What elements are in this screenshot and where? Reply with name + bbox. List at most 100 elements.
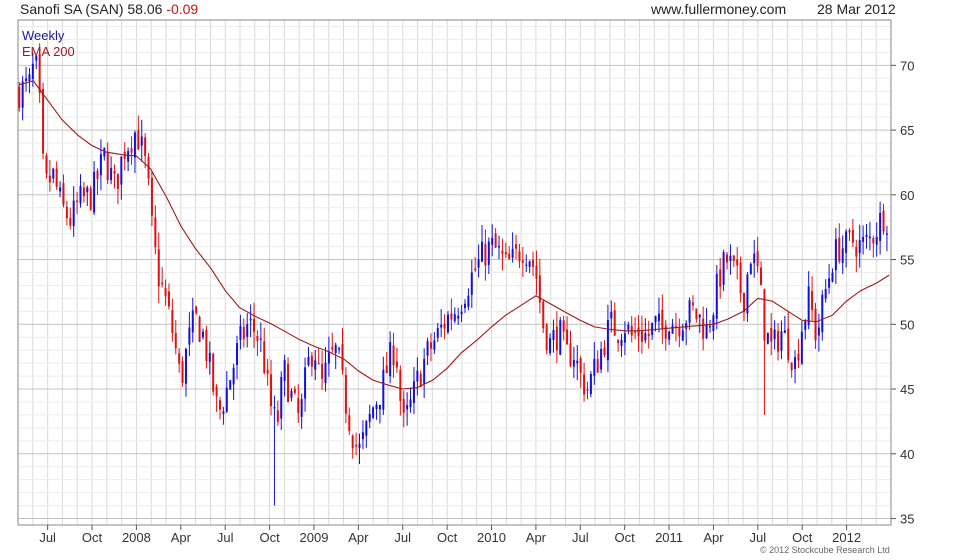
candle-body (606, 320, 609, 361)
candle-body (664, 325, 667, 339)
candle-body (613, 310, 616, 336)
candle-body (787, 328, 790, 360)
x-tick-label: Apr (348, 530, 369, 545)
candle-body (188, 327, 191, 345)
candle-body (729, 255, 732, 262)
candle-body (76, 200, 79, 203)
candle-body (154, 217, 157, 248)
candle-body (365, 421, 368, 436)
candle-body (59, 187, 62, 192)
website-link[interactable]: www.fullermoney.com (651, 1, 787, 17)
candle-body (460, 311, 463, 315)
candle-body (600, 348, 603, 370)
candle-body (327, 351, 330, 364)
candle-body (579, 358, 582, 373)
candle-body (743, 292, 746, 313)
candle-body (865, 234, 868, 237)
candle-body (249, 318, 252, 321)
x-tick-label: 2010 (477, 530, 506, 545)
legend-ema-200: EMA 200 (22, 44, 75, 59)
candle-body (334, 344, 337, 354)
candle-body (201, 331, 204, 338)
candle-body (681, 330, 684, 341)
candle-body (555, 326, 558, 351)
candle-body (620, 339, 623, 346)
candle-body (324, 362, 327, 384)
candle-body (790, 362, 793, 371)
candle-body (749, 263, 752, 275)
candle-body (300, 399, 303, 417)
candle-body (848, 230, 851, 233)
candle-body (351, 435, 354, 449)
candle-body (290, 391, 293, 398)
candle-body (661, 309, 664, 329)
candle-body (566, 329, 569, 345)
candle-body (426, 341, 429, 356)
candle-body (42, 88, 45, 154)
candle-body (800, 331, 803, 364)
candle-body (535, 265, 538, 279)
candle-body (157, 249, 160, 287)
candle-body (331, 347, 334, 350)
candle-body (266, 369, 269, 374)
candle-body (205, 329, 208, 361)
candle-body (304, 367, 307, 399)
candle-body (93, 171, 96, 213)
candle-body (491, 237, 494, 245)
candle-body (307, 356, 310, 366)
candle-body (389, 342, 392, 377)
y-axis: 35 40 45 50 55 60 65 70 (891, 58, 914, 527)
candle-body (45, 155, 48, 174)
candle-body (572, 359, 575, 367)
x-tick-label: 2012 (832, 530, 861, 545)
x-tick-label: Jul (750, 530, 767, 545)
candle-body (736, 259, 739, 266)
candle-body (355, 444, 358, 447)
candle-body (559, 320, 562, 355)
candle-body (106, 152, 109, 181)
candle-body (225, 387, 228, 412)
candle-body (361, 432, 364, 440)
candle-body (382, 369, 385, 410)
candle-body (474, 268, 477, 271)
candle-body (542, 301, 545, 329)
candle-body (276, 410, 279, 422)
candle-body (35, 55, 38, 61)
candle-body (651, 322, 654, 335)
candle-body (137, 130, 140, 150)
candle-body (310, 355, 313, 367)
candle-body (463, 303, 466, 309)
candle-body (783, 330, 786, 333)
candle-body (549, 337, 552, 354)
candle-body (640, 331, 643, 342)
candle-body (256, 335, 259, 342)
candle-body (726, 254, 729, 263)
candle-body (794, 357, 797, 369)
candle-body (215, 386, 218, 397)
candle-body (372, 407, 375, 418)
candle-body (515, 244, 518, 249)
candle-body (739, 262, 742, 294)
candle-body (239, 325, 242, 340)
candle-body (198, 316, 201, 342)
candle-body (760, 267, 763, 285)
candle-body (545, 324, 548, 351)
copyright-notice: © 2012 Stockcube Research Ltd (760, 545, 890, 555)
candle-body (375, 404, 378, 410)
candle-body (678, 328, 681, 337)
candle-body (589, 374, 592, 395)
candle-body (453, 314, 456, 322)
candle-body (804, 320, 807, 330)
candle-body (508, 253, 511, 260)
candle-body (338, 347, 341, 350)
chart-title: Sanofi SA (SAN) 58.06 -0.09 (20, 1, 198, 17)
candle-body (133, 132, 136, 158)
candle-body (341, 344, 344, 371)
candle-body (178, 353, 181, 364)
candle-body (732, 255, 735, 262)
candle-body (28, 74, 31, 82)
candle-body (65, 206, 68, 219)
candle-body (416, 370, 419, 382)
ema-200-line (19, 80, 890, 390)
candle-body (110, 168, 113, 181)
